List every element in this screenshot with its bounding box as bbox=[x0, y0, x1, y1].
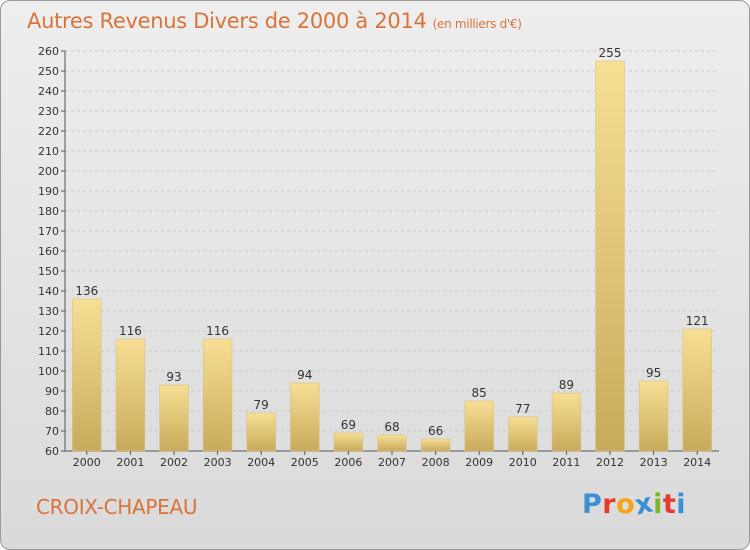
bar bbox=[420, 438, 451, 452]
chart-title: Autres Revenus Divers de 2000 à 2014 (en … bbox=[27, 9, 522, 33]
bar bbox=[595, 60, 625, 452]
y-tick-label: 130 bbox=[38, 305, 59, 318]
data-label: 255 bbox=[599, 46, 622, 60]
data-label: 116 bbox=[119, 324, 142, 338]
y-tick-label: 210 bbox=[38, 145, 59, 158]
x-tick-label: 2002 bbox=[160, 456, 188, 469]
y-tick-label: 250 bbox=[38, 65, 59, 78]
y-tick-label: 120 bbox=[38, 325, 59, 338]
data-label: 93 bbox=[166, 370, 181, 384]
bar bbox=[202, 338, 233, 452]
bar bbox=[290, 382, 320, 452]
bar bbox=[159, 384, 189, 452]
place-name: CROIX-CHAPEAU bbox=[36, 495, 198, 519]
x-tick-label: 2010 bbox=[509, 456, 537, 469]
bar bbox=[72, 298, 102, 452]
bar bbox=[508, 416, 538, 452]
y-tick-label: 60 bbox=[45, 445, 59, 458]
x-tick-label: 2012 bbox=[596, 456, 624, 469]
proxiti-logo[interactable]: Proxiti bbox=[582, 487, 687, 521]
x-tick-label: 2011 bbox=[552, 456, 580, 469]
data-label: 66 bbox=[428, 424, 443, 438]
y-tick-label: 70 bbox=[45, 425, 59, 438]
x-tick-label: 2005 bbox=[291, 456, 319, 469]
y-tick-label: 110 bbox=[38, 345, 59, 358]
data-label: 69 bbox=[341, 418, 356, 432]
logo-letter: o bbox=[616, 489, 636, 520]
bar bbox=[464, 400, 494, 452]
y-tick-label: 230 bbox=[38, 105, 59, 118]
data-label: 116 bbox=[206, 324, 229, 338]
data-label: 85 bbox=[472, 386, 487, 400]
logo-letter: i bbox=[676, 489, 687, 520]
bar bbox=[333, 432, 364, 452]
bar bbox=[246, 412, 276, 452]
x-tick-label: 2009 bbox=[465, 456, 493, 469]
x-tick-label: 2006 bbox=[334, 456, 362, 469]
data-label: 121 bbox=[686, 314, 709, 328]
data-label: 79 bbox=[254, 398, 269, 412]
bar bbox=[638, 380, 669, 452]
x-tick-label: 2000 bbox=[73, 456, 101, 469]
bar bbox=[682, 328, 712, 452]
bar bbox=[551, 392, 582, 452]
y-tick-label: 260 bbox=[38, 45, 59, 58]
chart-title-text: Autres Revenus Divers de 2000 à 2014 bbox=[27, 9, 427, 33]
y-tick-label: 150 bbox=[38, 265, 59, 278]
x-tick-label: 2014 bbox=[683, 456, 711, 469]
y-tick-label: 90 bbox=[45, 385, 59, 398]
logo-letter: P bbox=[582, 489, 603, 520]
y-tick-label: 200 bbox=[38, 165, 59, 178]
y-tick-label: 180 bbox=[38, 205, 59, 218]
y-tick-label: 240 bbox=[38, 85, 59, 98]
logo-letter: t bbox=[662, 489, 677, 520]
y-tick-label: 220 bbox=[38, 125, 59, 138]
logo-letter: r bbox=[602, 489, 617, 520]
y-tick-label: 190 bbox=[38, 185, 59, 198]
bar bbox=[115, 338, 146, 452]
data-label: 95 bbox=[646, 366, 661, 380]
chart-unit: (en milliers d'€) bbox=[432, 17, 522, 31]
x-tick-label: 2013 bbox=[640, 456, 668, 469]
y-tick-label: 80 bbox=[45, 405, 59, 418]
bar bbox=[377, 434, 407, 452]
x-tick-label: 2004 bbox=[247, 456, 275, 469]
data-label: 77 bbox=[515, 402, 530, 416]
x-tick-label: 2003 bbox=[204, 456, 232, 469]
data-label: 94 bbox=[297, 368, 312, 382]
y-tick-label: 140 bbox=[38, 285, 59, 298]
x-tick-label: 2007 bbox=[378, 456, 406, 469]
data-label: 89 bbox=[559, 378, 574, 392]
x-tick-label: 2001 bbox=[116, 456, 144, 469]
x-tick-label: 2008 bbox=[422, 456, 450, 469]
y-tick-label: 160 bbox=[38, 245, 59, 258]
data-label: 68 bbox=[384, 420, 399, 434]
y-tick-label: 170 bbox=[38, 225, 59, 238]
y-tick-label: 100 bbox=[38, 365, 59, 378]
logo-letter: i bbox=[653, 489, 663, 520]
data-label: 136 bbox=[75, 284, 98, 298]
